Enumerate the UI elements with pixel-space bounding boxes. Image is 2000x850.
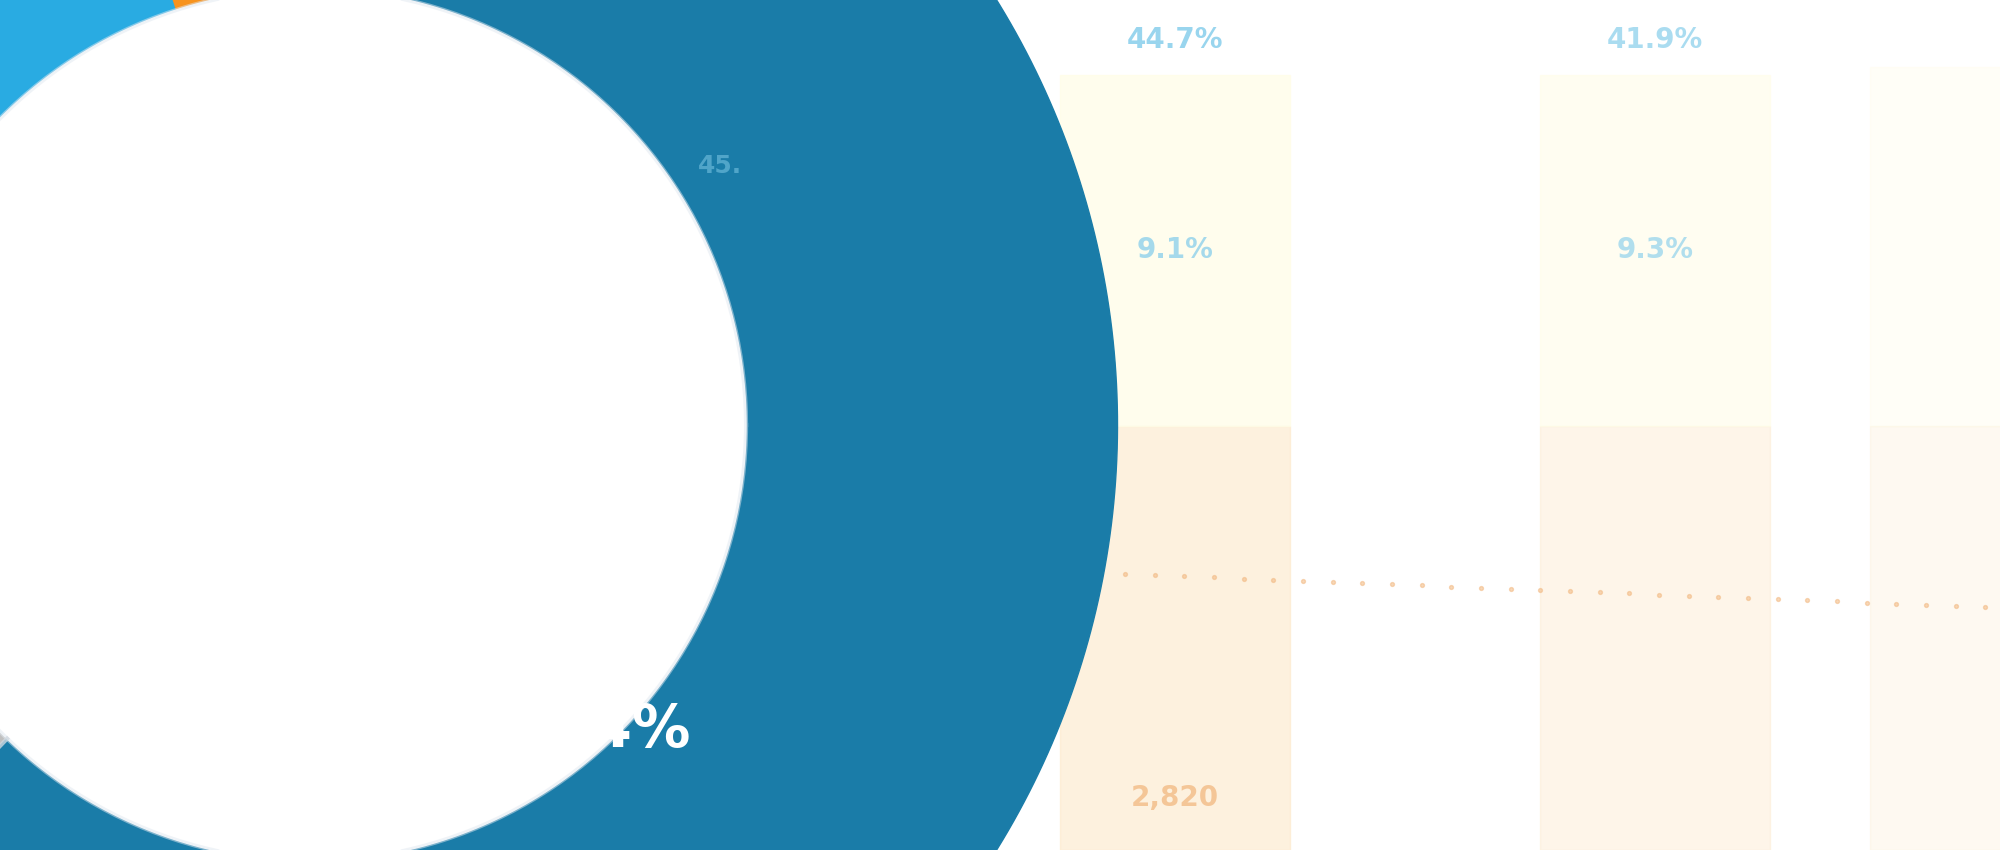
Polygon shape	[60, 0, 264, 10]
Bar	[470, 426, 680, 850]
Polygon shape	[0, 717, 8, 850]
Bar	[470, 75, 680, 426]
Text: ,46: ,46	[540, 581, 590, 609]
Bar	[1060, 75, 1290, 426]
Bar	[1060, 426, 1290, 850]
Text: 28.4%: 28.4%	[488, 702, 692, 760]
Text: 23: 23	[1008, 449, 1052, 478]
Bar	[1540, 75, 1770, 426]
Bar	[1540, 426, 1770, 850]
Text: 5.1%: 5.1%	[708, 82, 872, 139]
Text: 9.3%: 9.3%	[1616, 236, 1694, 264]
Bar	[1870, 66, 2000, 426]
Polygon shape	[0, 0, 1118, 850]
Polygon shape	[0, 0, 746, 850]
Text: 44.7%: 44.7%	[1126, 26, 1224, 54]
Text: 45.: 45.	[698, 154, 742, 178]
Polygon shape	[0, 0, 176, 565]
Bar	[1870, 426, 2000, 850]
Text: 2,820: 2,820	[1130, 784, 1220, 812]
Text: 9.7%: 9.7%	[536, 218, 614, 246]
Text: 9.1%: 9.1%	[1136, 236, 1214, 264]
Text: 2,9: 2,9	[540, 777, 590, 805]
Text: 41.9%: 41.9%	[1606, 26, 1704, 54]
